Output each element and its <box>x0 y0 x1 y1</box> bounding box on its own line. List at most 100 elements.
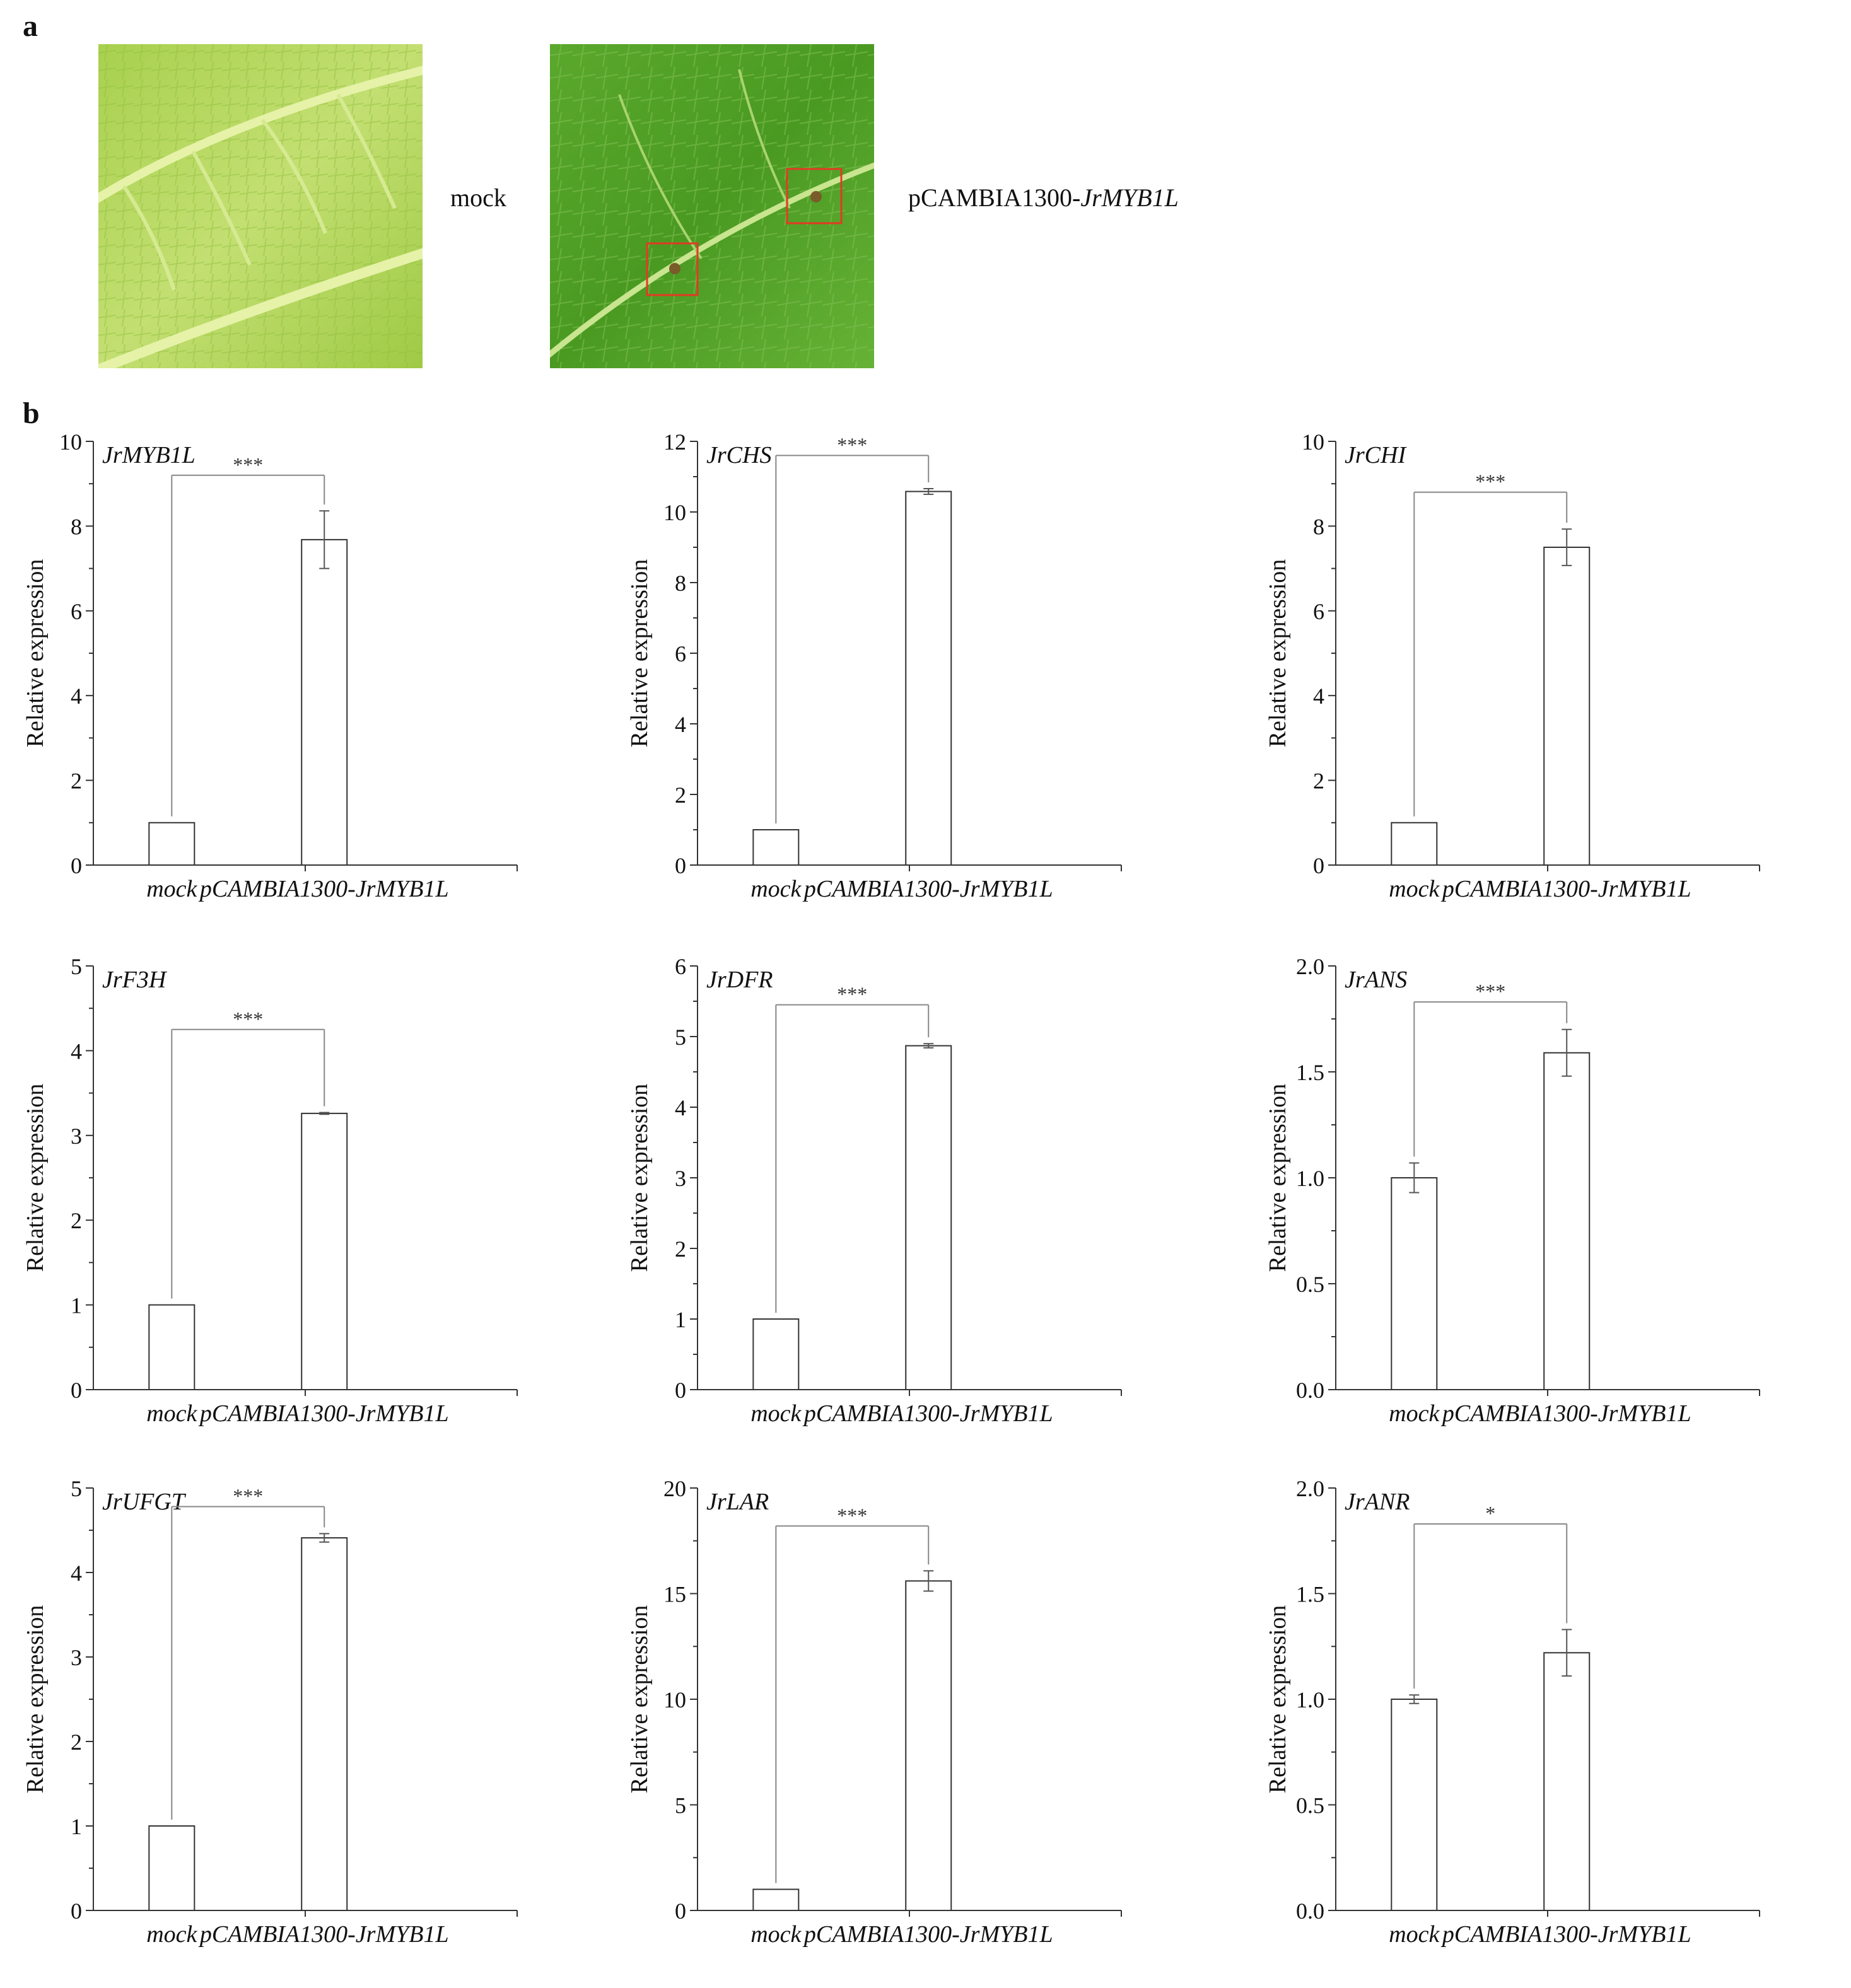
chart-9-ytick-label: 2.0 <box>1296 1476 1324 1501</box>
chart-8-ytick-label: 15 <box>663 1582 686 1607</box>
chart-2-category-label: mock <box>750 876 802 902</box>
chart-5-ytick-label: 5 <box>675 1025 686 1050</box>
chart-1-category-label: mock <box>146 876 197 902</box>
chart-8-ylabel: Relative expression <box>626 1605 653 1794</box>
chart-7-bar-mock <box>148 1825 196 1911</box>
lesion-marker-box <box>786 168 843 224</box>
chart-2-ytick-label: 0 <box>675 853 686 878</box>
chart-2-ylabel: Relative expression <box>626 559 653 748</box>
chart-5-ytick-label: 2 <box>675 1236 686 1262</box>
chart-3-bar-transgenic <box>1543 547 1591 866</box>
transgenic-caption-prefix: pCAMBIA1300- <box>908 183 1081 212</box>
chart-7-title: JrUFGT <box>102 1489 187 1515</box>
chart-5-ytick-label: 0 <box>675 1378 686 1403</box>
chart-8-ytick-label: 0 <box>675 1898 686 1924</box>
chart-3-ylabel: Relative expression <box>1264 559 1291 748</box>
chart-4-category-label: pCAMBIA1300-JrMYB1L <box>198 1400 449 1427</box>
chart-2-ytick-label: 4 <box>675 712 686 737</box>
chart-5-title: JrDFR <box>706 967 773 993</box>
chart-4-ytick-label: 4 <box>71 1038 82 1064</box>
chart-2-significance: *** <box>837 433 867 456</box>
chart-3-ytick-label: 8 <box>1313 514 1324 539</box>
chart-3-bar-mock <box>1391 822 1438 866</box>
chart-2-ytick-label: 6 <box>675 641 686 666</box>
chart-2-ytick-label: 8 <box>675 571 686 596</box>
chart-3-ytick-label: 2 <box>1313 769 1324 794</box>
chart-7-bar-transgenic <box>301 1537 348 1912</box>
chart-5-ytick-label: 1 <box>675 1307 686 1332</box>
chart-6-ylabel: Relative expression <box>1264 1084 1291 1272</box>
chart-6-bar-transgenic <box>1543 1052 1591 1390</box>
lesion-marker-box <box>646 242 699 296</box>
chart-5-ytick-label: 6 <box>675 954 686 979</box>
chart-6-significance: *** <box>1475 980 1505 1003</box>
chart-2-ytick-label: 10 <box>663 500 686 525</box>
chart-9-title: JrANR <box>1345 1489 1410 1515</box>
chart-7-ytick-label: 2 <box>71 1729 82 1755</box>
chart-3-category-label: pCAMBIA1300-JrMYB1L <box>1440 876 1691 902</box>
chart-6-ytick-label: 2.0 <box>1296 954 1324 979</box>
chart-3-significance: *** <box>1475 470 1505 493</box>
chart-9-significance: * <box>1485 1502 1495 1525</box>
chart-4-category-label: mock <box>146 1400 197 1427</box>
chart-8-category-label: pCAMBIA1300-JrMYB1L <box>802 1921 1053 1948</box>
chart-1-ytick-label: 0 <box>71 853 82 878</box>
chart-3-ytick-label: 6 <box>1313 599 1324 624</box>
panel-a-letter: a <box>23 9 38 43</box>
chart-8-bar-transgenic <box>905 1580 952 1911</box>
chart-5-ytick-label: 3 <box>675 1166 686 1191</box>
chart-9-category-label: pCAMBIA1300-JrMYB1L <box>1440 1921 1691 1948</box>
chart-3-category-label: mock <box>1389 876 1440 902</box>
chart-4-ytick-label: 2 <box>71 1208 82 1233</box>
panel-b-letter: b <box>23 397 40 430</box>
chart-4-bar-transgenic <box>301 1112 348 1390</box>
chart-1-significance: *** <box>233 453 263 476</box>
chart-6-ytick-label: 1.5 <box>1296 1060 1324 1085</box>
chart-8-category-label: mock <box>750 1921 802 1948</box>
chart-7-ytick-label: 3 <box>71 1645 82 1670</box>
chart-9-category-label: mock <box>1389 1921 1440 1948</box>
chart-1-bar-transgenic <box>301 538 348 866</box>
chart-4-ytick-label: 0 <box>71 1378 82 1403</box>
chart-7-category-label: mock <box>146 1921 197 1948</box>
chart-5-ylabel: Relative expression <box>626 1084 653 1272</box>
chart-2-ytick-label: 2 <box>675 782 686 808</box>
chart-7-category-label: pCAMBIA1300-JrMYB1L <box>198 1921 449 1948</box>
chart-4-ytick-label: 5 <box>71 954 82 979</box>
chart-6-category-label: pCAMBIA1300-JrMYB1L <box>1440 1400 1691 1427</box>
chart-9-ytick-label: 0.5 <box>1296 1793 1324 1818</box>
chart-1-ylabel: Relative expression <box>22 559 49 748</box>
chart-5-category-label: pCAMBIA1300-JrMYB1L <box>802 1400 1053 1427</box>
chart-2-ytick-label: 12 <box>663 429 686 455</box>
chart-1-ytick-label: 10 <box>59 429 82 455</box>
chart-4-ytick-label: 1 <box>71 1293 82 1318</box>
chart-6-category-label: mock <box>1389 1400 1440 1427</box>
chart-8-bar-mock <box>752 1888 800 1911</box>
chart-4-significance: *** <box>233 1008 263 1030</box>
chart-1-ytick-label: 8 <box>71 514 82 539</box>
chart-8-ytick-label: 5 <box>675 1793 686 1818</box>
chart-8-ytick-label: 10 <box>663 1687 686 1712</box>
chart-1-ytick-label: 6 <box>71 599 82 624</box>
chart-9-bar-mock <box>1391 1699 1438 1911</box>
chart-8-significance: *** <box>837 1504 867 1526</box>
chart-6-bar-mock <box>1391 1177 1438 1390</box>
chart-9-ytick-label: 1.5 <box>1296 1582 1324 1607</box>
chart-4-title: JrF3H <box>102 967 168 993</box>
chart-2-bar-mock <box>752 829 800 866</box>
chart-4-bar-mock <box>148 1304 196 1391</box>
chart-4-ylabel: Relative expression <box>22 1084 49 1272</box>
chart-1-ytick-label: 2 <box>71 769 82 794</box>
chart-3-ytick-label: 4 <box>1313 683 1324 709</box>
chart-3-ytick-label: 10 <box>1302 429 1324 455</box>
chart-8-ytick-label: 20 <box>663 1476 686 1501</box>
chart-1-ytick-label: 4 <box>71 683 82 709</box>
chart-7-ytick-label: 0 <box>71 1898 82 1924</box>
chart-5-bar-transgenic <box>905 1045 952 1391</box>
chart-5-significance: *** <box>837 983 867 1006</box>
chart-7-significance: *** <box>233 1484 263 1507</box>
transgenic-caption-gene: JrMYB1L <box>1080 183 1179 212</box>
chart-6-ytick-label: 1.0 <box>1296 1166 1324 1191</box>
chart-3-title: JrCHI <box>1345 442 1407 468</box>
